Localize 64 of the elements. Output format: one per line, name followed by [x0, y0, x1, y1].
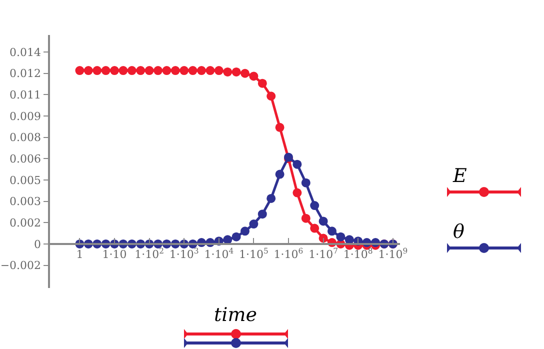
y-tick-label: 0.014 [10, 46, 42, 59]
x-tick-label: 1·10$^{5}$ [238, 246, 268, 261]
x-tick-label: 1 [76, 248, 84, 261]
text: θ [453, 221, 464, 243]
point [310, 224, 320, 233]
point [292, 188, 302, 198]
point [118, 66, 128, 76]
point [240, 68, 250, 78]
point [301, 214, 310, 223]
point [232, 67, 241, 76]
point [197, 66, 206, 76]
point [292, 160, 302, 169]
point [318, 234, 328, 243]
x-tick-label: 1·10$^{2}$ [134, 246, 164, 261]
y-tick-label: 0 [34, 238, 42, 251]
point [206, 66, 215, 76]
x-tick-label: 1·10$^{3}$ [169, 246, 199, 261]
x-axis-title: time [214, 304, 257, 326]
point [75, 66, 84, 76]
point [328, 226, 336, 236]
point [258, 210, 267, 219]
y-tick-label: 0.002 [10, 216, 42, 230]
point [110, 66, 120, 76]
point [249, 220, 258, 229]
point [249, 72, 258, 81]
x-tick-label: 1·10$^{8}$ [343, 246, 373, 261]
y-tick-label: 0.012 [10, 67, 42, 80]
x-tick-label: 1·10 [102, 248, 127, 261]
point [92, 66, 102, 76]
point [266, 194, 276, 203]
x-tick-label: 1·10$^{9}$ [378, 246, 408, 261]
point [275, 122, 284, 132]
x-tick-label: 1·10$^{4}$ [204, 246, 234, 261]
point [258, 78, 267, 88]
point [188, 66, 198, 76]
point [154, 66, 163, 76]
point [336, 232, 346, 242]
y-tick-label: 0.008 [10, 131, 42, 144]
point [301, 178, 310, 188]
point [240, 226, 250, 236]
point [318, 216, 328, 226]
point [223, 67, 232, 76]
text: E [453, 165, 467, 187]
point [136, 66, 146, 76]
x-tick-label: 1·10$^{6}$ [274, 246, 304, 261]
point [84, 66, 93, 76]
point [127, 66, 136, 76]
point [310, 201, 320, 210]
point [214, 66, 224, 76]
y-tick-label: 0.006 [10, 152, 42, 166]
y-tick-label: −0.002 [0, 259, 42, 272]
point [180, 66, 189, 76]
point [170, 66, 180, 76]
x-tick-label: 1·10$^{7}$ [308, 246, 338, 261]
y-tick-label: 0.009 [10, 110, 42, 123]
point [162, 66, 172, 76]
point [275, 170, 284, 179]
point [101, 66, 110, 76]
y-tick-label: 0.005 [10, 174, 42, 187]
y-tick-label: 0.003 [10, 195, 42, 208]
point [266, 92, 276, 101]
point [144, 66, 154, 76]
y-tick-label: 0.011 [10, 88, 42, 102]
point [232, 232, 241, 242]
